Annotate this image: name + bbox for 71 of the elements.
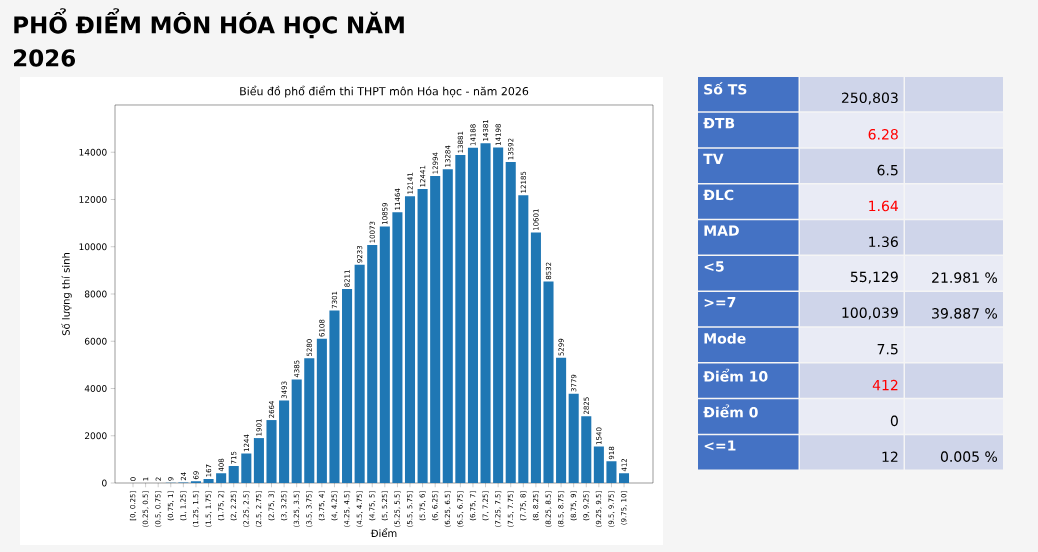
bar: [593, 446, 604, 483]
bar: [379, 226, 390, 483]
bar: [279, 400, 290, 483]
bar: [354, 264, 365, 483]
category-label: Mode: [704, 332, 746, 344]
y-tick-label: 4000: [84, 385, 107, 392]
bar: [530, 232, 541, 483]
text: 6.28: [868, 129, 898, 140]
text: 0: [890, 415, 898, 427]
bar: [304, 358, 315, 483]
bar: [467, 147, 478, 483]
category-label: <=1: [704, 440, 736, 451]
bar: [556, 357, 567, 483]
bar: [581, 416, 592, 483]
chart-title: Biểu đồ phổ điểm thi THPT môn Hóa học - năm 2026: [240, 85, 529, 98]
bar: [241, 453, 252, 483]
bar: [455, 155, 466, 483]
text: 1.64: [869, 200, 899, 212]
bar: [266, 420, 277, 483]
bar: [291, 379, 302, 483]
bar: [505, 161, 516, 483]
category-label: <5: [704, 261, 724, 272]
bar: [316, 338, 327, 483]
bar: [543, 281, 554, 483]
text: 55,129: [850, 271, 898, 284]
text: 100,039: [842, 307, 898, 320]
text: 21.981 %: [932, 272, 998, 283]
text: 250,803: [841, 92, 898, 105]
category-label: ĐLC: [703, 189, 734, 201]
category-label: MAD: [704, 225, 739, 236]
y-tick-label: 8000: [84, 290, 107, 298]
category-label: ĐTB: [703, 118, 735, 129]
bar: [367, 245, 378, 483]
y-tick-label: 10000: [79, 243, 107, 251]
bar: [493, 147, 504, 483]
category-label: Điểm 10: [703, 368, 768, 382]
bar: [342, 289, 353, 483]
bar: [518, 195, 529, 483]
bar: [430, 176, 441, 483]
text: 0.005 %: [940, 451, 998, 462]
bar: [417, 189, 428, 483]
y-tick-label: 12000: [79, 196, 107, 203]
bar: [404, 196, 416, 483]
x-axis-title: Điểm: [370, 528, 397, 538]
bar: [568, 393, 579, 483]
text: 1.36: [869, 236, 898, 248]
category-label: TV: [703, 153, 724, 165]
bar: [442, 169, 453, 483]
text: PHỔ ĐIỂM MÔN HÓA HỌC NĂM 2026: [14, 8, 404, 67]
text: 12: [882, 451, 898, 462]
bar: [203, 479, 214, 483]
text: 412: [872, 379, 898, 391]
bar: [392, 212, 403, 483]
bar: [606, 461, 617, 483]
bar: [329, 310, 340, 483]
text: 7.5: [877, 344, 898, 355]
text: 6.5: [877, 164, 898, 176]
bar: [253, 438, 264, 483]
y-tick-label: 2000: [84, 432, 107, 440]
category-label: >=7: [704, 297, 736, 308]
category-label: Số TS: [704, 82, 747, 95]
bar: [216, 473, 227, 483]
y-tick-label: 14000: [79, 148, 107, 156]
y-axis-title: Số lượng thí sinh: [61, 253, 72, 336]
y-tick-label: 0: [102, 479, 107, 487]
category-label: Điểm 0: [703, 404, 758, 418]
y-tick-label: 6000: [84, 337, 107, 345]
text: 39.887 %: [932, 308, 998, 319]
bar: [228, 466, 239, 483]
bar: [480, 143, 491, 483]
bar: [619, 473, 630, 483]
